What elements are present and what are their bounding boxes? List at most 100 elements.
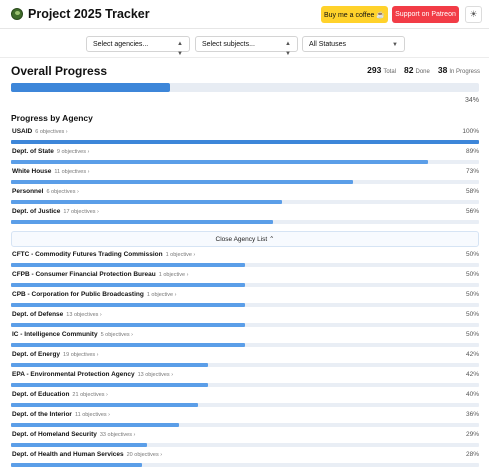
agency-percent: 50% — [465, 311, 479, 318]
agency-row[interactable]: Dept. of the Interior 11 objectives › 36% — [11, 411, 479, 427]
buy-me-a-coffee-button[interactable]: Buy me a coffee ☕ — [321, 6, 388, 23]
objectives-count: 11 objectives › — [54, 169, 90, 175]
agency-progress-bar — [11, 200, 479, 204]
agency-percent: 100% — [462, 128, 479, 135]
agency-progress-fill — [11, 140, 479, 144]
agency-row[interactable]: Dept. of State 9 objectives › 89% — [11, 148, 479, 164]
agency-name: Dept. of Health and Human Services 20 obj… — [12, 451, 163, 458]
agency-name: CFPB - Consumer Financial Protection Bur… — [12, 271, 189, 278]
agency-percent: 36% — [465, 411, 479, 418]
agency-row[interactable]: Dept. of Defense 13 objectives › 50% — [11, 311, 479, 327]
stat-in-progress: 38 In Progress — [437, 65, 480, 75]
agency-progress-fill — [11, 443, 147, 447]
agency-progress-fill — [11, 383, 208, 387]
agency-percent: 40% — [465, 391, 479, 398]
agency-name: EPA - Environmental Protection Agency 13 … — [12, 371, 174, 378]
objectives-count: 1 objective › — [158, 272, 189, 278]
agency-progress-bar — [11, 263, 479, 267]
objectives-count: 13 objectives › — [137, 372, 174, 378]
objectives-count: 9 objectives › — [56, 149, 90, 155]
agency-name: Dept. of Energy 19 objectives › — [12, 351, 99, 358]
agency-progress-bar — [11, 403, 479, 407]
agency-progress-fill — [11, 200, 283, 204]
agency-progress-fill — [11, 403, 199, 407]
agency-percent: 50% — [465, 251, 479, 258]
agency-progress-bar — [11, 443, 479, 447]
agency-row[interactable]: CFPB - Consumer Financial Protection Bur… — [11, 271, 479, 287]
progress-by-agency-heading: Progress by Agency — [11, 113, 93, 123]
agency-progress-fill — [11, 323, 245, 327]
agency-row[interactable]: White House 11 objectives › 73% — [11, 168, 479, 184]
objectives-count: 33 objectives › — [99, 432, 136, 438]
agency-progress-bar — [11, 383, 479, 387]
agency-progress-bar — [11, 343, 479, 347]
objectives-count: 13 objectives › — [66, 312, 102, 318]
agency-name: White House 11 objectives › — [12, 168, 90, 175]
agency-percent: 50% — [465, 271, 479, 278]
agency-progress-bar — [11, 160, 479, 164]
agency-row[interactable]: USAID 6 objectives › 100% — [11, 128, 479, 144]
divider — [0, 57, 489, 58]
agency-percent: 42% — [465, 351, 479, 358]
overall-progress-fill — [11, 83, 171, 92]
agency-row[interactable]: Personnel 6 objectives › 58% — [11, 188, 479, 204]
agency-row[interactable]: IC - Intelligence Community 5 objectives … — [11, 331, 479, 347]
agency-percent: 73% — [465, 168, 479, 175]
overall-stats: 293 Total 82 Done 38 In Progress — [367, 65, 480, 75]
theme-toggle-button[interactable]: ☀ — [465, 6, 482, 23]
agency-progress-bar — [11, 363, 479, 367]
chevron-down-icon: ▼ — [392, 42, 398, 48]
agency-name: Dept. of Defense 13 objectives › — [12, 311, 102, 318]
objectives-count: 6 objectives › — [46, 189, 79, 195]
agency-progress-bar — [11, 140, 479, 144]
agency-select[interactable]: Select agencies... ▲ ▼ — [86, 36, 190, 57]
agency-select-value: Select agencies... — [93, 40, 149, 48]
agency-progress-bar — [11, 323, 479, 327]
agency-progress-fill — [11, 283, 245, 287]
close-agency-list-button[interactable]: Close Agency List ⌃ — [11, 231, 479, 247]
header-bar: Project 2025 Tracker Buy me a coffee ☕ S… — [0, 0, 489, 29]
subject-select[interactable]: Select subjects... ▲ ▼ — [195, 36, 298, 57]
agency-progress-fill — [11, 263, 245, 267]
objectives-count: 1 objective › — [165, 252, 196, 258]
agency-progress-bar — [11, 283, 479, 287]
agency-name: Personnel 6 objectives › — [12, 188, 79, 195]
chevron-up-down-icon: ▲ ▼ — [177, 41, 183, 57]
stat-total: 293 Total — [367, 65, 397, 75]
agency-row[interactable]: CPB - Corporation for Public Broadcastin… — [11, 291, 479, 307]
agency-percent: 56% — [465, 208, 479, 215]
subject-select-value: Select subjects... — [202, 40, 255, 48]
agency-progress-fill — [11, 423, 180, 427]
chevron-up-down-icon: ▲ ▼ — [285, 41, 291, 57]
agency-name: CPB - Corporation for Public Broadcastin… — [12, 291, 177, 298]
support-on-patreon-button[interactable]: Support on Patreon — [392, 6, 459, 23]
agency-row[interactable]: Dept. of Homeland Security 33 objectives … — [11, 431, 479, 447]
objectives-count: 6 objectives › — [35, 129, 68, 135]
agency-progress-fill — [11, 180, 353, 184]
overall-percent: 34% — [464, 97, 479, 104]
agency-percent: 50% — [465, 331, 479, 338]
agency-name: Dept. of Education 21 objectives › — [12, 391, 108, 398]
agency-row[interactable]: EPA - Environmental Protection Agency 13 … — [11, 371, 479, 387]
agency-row[interactable]: Dept. of Energy 19 objectives › 42% — [11, 351, 479, 367]
agency-progress-fill — [11, 220, 274, 224]
agency-name: Dept. of Justice 17 objectives › — [12, 208, 99, 215]
objectives-count: 11 objectives › — [74, 412, 111, 418]
agency-percent: 58% — [465, 188, 479, 195]
agency-row[interactable]: Dept. of Health and Human Services 20 obj… — [11, 451, 479, 467]
agency-progress-fill — [11, 343, 245, 347]
status-select[interactable]: All Statuses ▼ — [302, 36, 405, 52]
agency-row[interactable]: Dept. of Justice 17 objectives › 56% — [11, 208, 479, 224]
agency-name: Dept. of the Interior 11 objectives › — [12, 411, 111, 418]
agency-row[interactable]: CFTC - Commodity Futures Trading Commiss… — [11, 251, 479, 267]
app-title: Project 2025 Tracker — [28, 7, 150, 21]
agency-progress-fill — [11, 160, 428, 164]
agency-row[interactable]: Dept. of Education 21 objectives › 40% — [11, 391, 479, 407]
globe-logo-icon — [11, 8, 23, 20]
sun-icon: ☀ — [469, 9, 478, 19]
agency-progress-bar — [11, 423, 479, 427]
objectives-count: 21 objectives › — [72, 392, 108, 398]
agency-percent: 28% — [465, 451, 479, 458]
agency-name: IC - Intelligence Community 5 objectives … — [12, 331, 133, 338]
stat-done: 82 Done — [404, 65, 430, 75]
